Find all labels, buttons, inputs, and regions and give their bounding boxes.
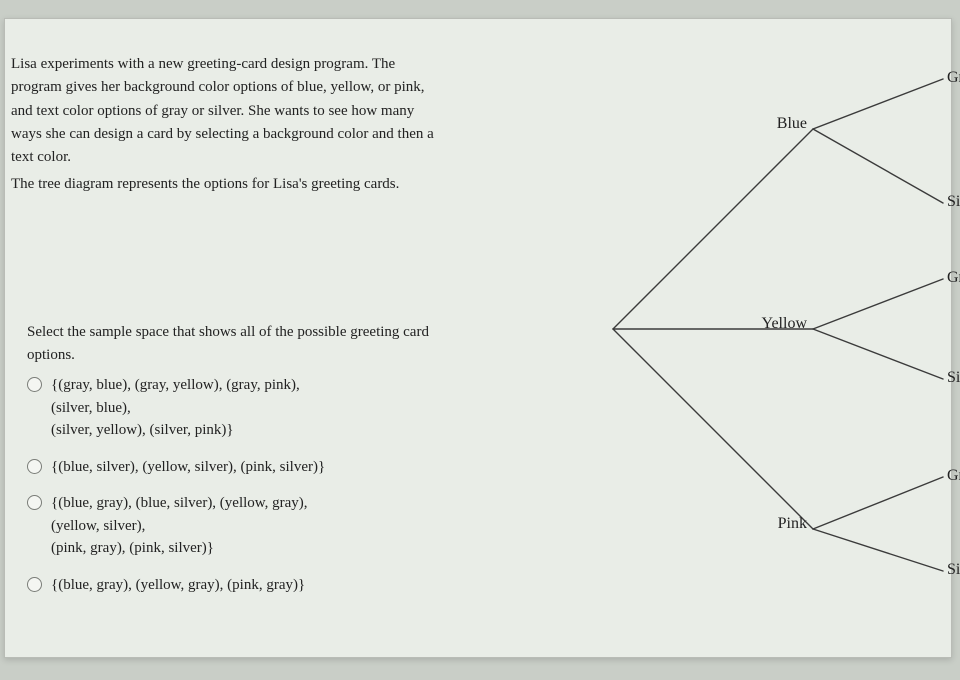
tree-label: Silver [947,561,960,579]
worksheet-page: Lisa experiments with a new greeting-car… [4,18,952,658]
option-a-line-3: (silver, yellow), (silver, pink)} [51,422,234,438]
radio-icon[interactable] [27,495,42,510]
intro-paragraph-2: The tree diagram represents the options … [11,173,441,196]
question-stem: Select the sample space that shows all o… [27,321,477,366]
tree-svg [553,49,953,589]
tree-diagram: BlueYellowPinkGraySilverGraySilverGraySi… [553,49,953,589]
option-c[interactable]: {(blue, gray), (blue, silver), (yellow, … [27,492,477,560]
option-a-line-2: (silver, blue), [51,400,131,416]
option-c-line-2: (yellow, silver), [51,518,145,534]
radio-icon[interactable] [27,577,42,592]
option-a-line-1: {(gray, blue), (gray, yellow), (gray, pi… [51,377,300,393]
tree-label: Pink [778,515,807,533]
intro-block: Lisa experiments with a new greeting-car… [11,53,441,201]
option-b[interactable]: {(blue, silver), (yellow, silver), (pink… [27,456,477,479]
tree-label: Gray [947,69,960,87]
question-block: Select the sample space that shows all o… [27,321,477,610]
option-c-line-3: (pink, gray), (pink, silver)} [51,540,214,556]
radio-icon[interactable] [27,459,42,474]
radio-icon[interactable] [27,377,42,392]
option-d[interactable]: {(blue, gray), (yellow, gray), (pink, gr… [27,574,477,597]
option-a[interactable]: {(gray, blue), (gray, yellow), (gray, pi… [27,374,477,442]
tree-label: Gray [947,467,960,485]
tree-label: Silver [947,369,960,387]
tree-label: Silver [947,193,960,211]
tree-label: Yellow [762,315,808,333]
option-b-line-1: {(blue, silver), (yellow, silver), (pink… [51,459,325,475]
tree-label: Gray [947,269,960,287]
intro-paragraph-1: Lisa experiments with a new greeting-car… [11,53,441,169]
option-d-line-1: {(blue, gray), (yellow, gray), (pink, gr… [51,577,305,593]
option-d-text: {(blue, gray), (yellow, gray), (pink, gr… [51,574,477,597]
option-c-text: {(blue, gray), (blue, silver), (yellow, … [51,492,477,560]
tree-label: Blue [777,115,807,133]
option-a-text: {(gray, blue), (gray, yellow), (gray, pi… [51,374,477,442]
option-c-line-1: {(blue, gray), (blue, silver), (yellow, … [51,495,308,511]
option-b-text: {(blue, silver), (yellow, silver), (pink… [51,456,477,479]
